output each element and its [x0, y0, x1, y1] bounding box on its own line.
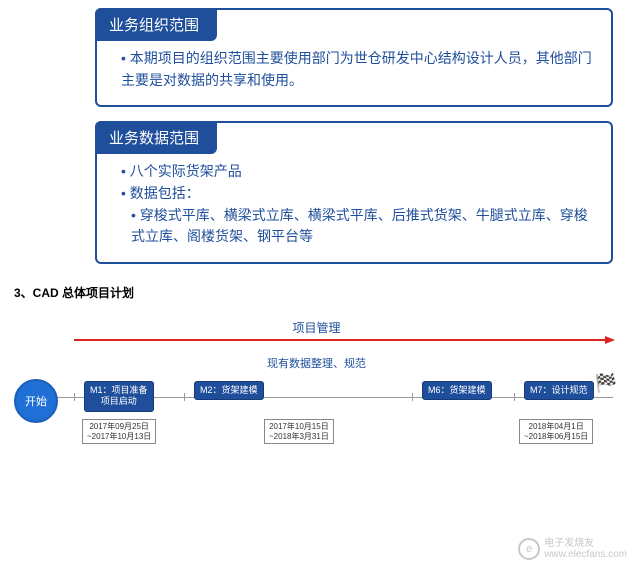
- scope-card-data: 业务数据范围 八个实际货架产品 数据包括： 穿梭式平库、横梁式立库、横梁式平库、…: [95, 121, 613, 264]
- milestone-label: M2：货架建模: [200, 385, 258, 395]
- milestone-label: M1：项目准备项目启动: [90, 385, 148, 406]
- timeline-tick: [412, 393, 413, 401]
- card-data-sublist: 穿梭式平库、横梁式立库、横梁式平库、后推式货架、牛腿式立库、穿梭式立库、阁楼货架…: [131, 205, 593, 248]
- date-line: 2017年10月15日: [269, 422, 329, 432]
- timeline: 项目管理 现有数据整理、规范 开始 M1：项目准备项目启动 M2：货架建模 M6…: [14, 319, 619, 469]
- date-box: 2017年09月25日 ~2017年10月13日: [82, 419, 156, 444]
- milestone-label: M7：设计规范: [530, 385, 588, 395]
- watermark-line: 电子发烧友: [544, 538, 627, 549]
- card-data-list: 八个实际货架产品 数据包括：: [121, 161, 593, 204]
- milestone-m2: M2：货架建模: [194, 381, 264, 400]
- timeline-mid-label: 现有数据整理、规范: [267, 355, 366, 371]
- watermark-line: www.elecfans.com: [544, 549, 627, 560]
- milestone-m6: M6：货架建模: [422, 381, 492, 400]
- card-header-data: 业务数据范围: [95, 121, 217, 154]
- list-item: 穿梭式平库、横梁式立库、横梁式平库、后推式货架、牛腿式立库、穿梭式立库、阁楼货架…: [131, 205, 593, 248]
- timeline-tick: [514, 393, 515, 401]
- timeline-tick: [184, 393, 185, 401]
- section-title: 3、CAD 总体项目计划: [14, 284, 633, 301]
- milestone-label: M6：货架建模: [428, 385, 486, 395]
- card-header-org: 业务组织范围: [95, 8, 217, 41]
- date-box: 2018年04月1日 ~2018年06月15日: [519, 419, 593, 444]
- flag-icon: 🏁: [595, 373, 617, 394]
- milestone-m7: M7：设计规范: [524, 381, 594, 400]
- milestone-m1: M1：项目准备项目启动: [84, 381, 154, 412]
- timeline-top-label: 项目管理: [292, 319, 340, 336]
- list-item: 数据包括：: [121, 183, 593, 205]
- date-line: ~2018年3月31日: [269, 432, 329, 442]
- timeline-tick: [74, 393, 75, 401]
- date-line: 2018年04月1日: [524, 422, 588, 432]
- start-node: 开始: [14, 379, 58, 423]
- watermark-logo-icon: e: [518, 538, 540, 560]
- date-line: ~2018年06月15日: [524, 432, 588, 442]
- scope-card-org: 业务组织范围 本期项目的组织范围主要使用部门为世仓研发中心结构设计人员，其他部门…: [95, 8, 613, 107]
- date-line: 2017年09月25日: [87, 422, 151, 432]
- card-org-list: 本期项目的组织范围主要使用部门为世仓研发中心结构设计人员，其他部门主要是对数据的…: [121, 48, 593, 91]
- watermark: e 电子发烧友 www.elecfans.com: [518, 538, 627, 560]
- list-item: 八个实际货架产品: [121, 161, 593, 183]
- watermark-text: 电子发烧友 www.elecfans.com: [544, 538, 627, 560]
- list-item: 本期项目的组织范围主要使用部门为世仓研发中心结构设计人员，其他部门主要是对数据的…: [121, 48, 593, 91]
- date-line: ~2017年10月13日: [87, 432, 151, 442]
- date-box: 2017年10月15日 ~2018年3月31日: [264, 419, 334, 444]
- timeline-arrow: [74, 339, 613, 341]
